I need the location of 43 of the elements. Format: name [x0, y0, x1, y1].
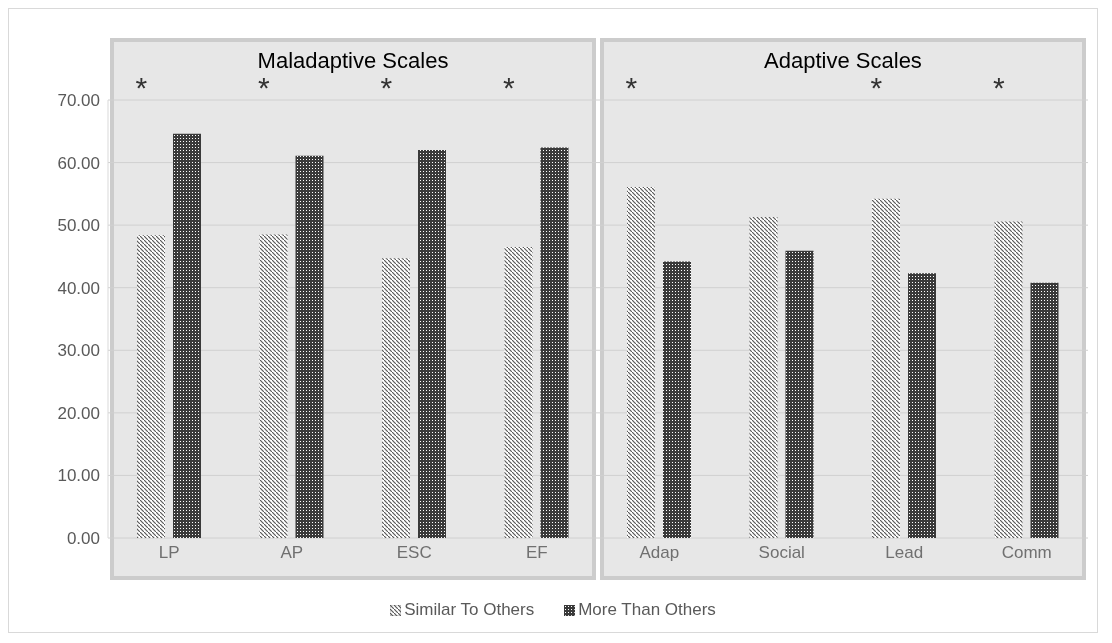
legend-label: More Than Others: [577, 600, 716, 620]
legend-label: Similar To Others: [403, 600, 535, 620]
annotation: *: [502, 71, 515, 104]
x-tick-label: Comm: [1001, 543, 1052, 563]
band-label: Adaptive Scales: [764, 48, 922, 73]
bar: [749, 217, 778, 538]
bar: [872, 198, 900, 538]
bar: [504, 247, 533, 538]
x-tick-label: EF: [525, 543, 548, 563]
x-tick-label: Social: [758, 543, 805, 563]
annotation: *: [992, 71, 1005, 104]
bar: [908, 273, 936, 538]
annotation: *: [625, 71, 638, 104]
annotation: *: [257, 71, 270, 104]
x-tick-label: LP: [158, 543, 180, 563]
y-tick-label: 70.00: [57, 91, 100, 111]
y-tick-label: 0.00: [66, 529, 100, 549]
annotation: *: [135, 71, 148, 104]
bar: [295, 155, 324, 538]
bar: [382, 258, 410, 538]
y-tick-label: 40.00: [57, 278, 100, 298]
band-label: Maladaptive Scales: [257, 48, 449, 73]
y-tick-label: 20.00: [57, 403, 100, 423]
bar: [627, 186, 655, 538]
bar: [137, 235, 165, 538]
x-tick-label: Lead: [885, 543, 924, 563]
bar: [540, 147, 569, 538]
annotation: *: [380, 71, 393, 104]
bar: [418, 150, 446, 538]
y-tick-label: 10.00: [57, 466, 100, 486]
bar: [259, 234, 288, 538]
bar: [663, 261, 691, 538]
y-tick-label: 50.00: [57, 216, 100, 236]
bar: [785, 250, 814, 538]
y-tick-label: 60.00: [57, 153, 100, 173]
x-tick-label: Adap: [639, 543, 680, 563]
y-tick-label: 30.00: [57, 341, 100, 361]
x-tick-label: AP: [280, 543, 304, 563]
bar: [173, 133, 201, 538]
bar: [994, 221, 1023, 538]
annotation: *: [870, 71, 883, 104]
bar: [1030, 282, 1059, 538]
x-tick-label: ESC: [396, 543, 432, 563]
